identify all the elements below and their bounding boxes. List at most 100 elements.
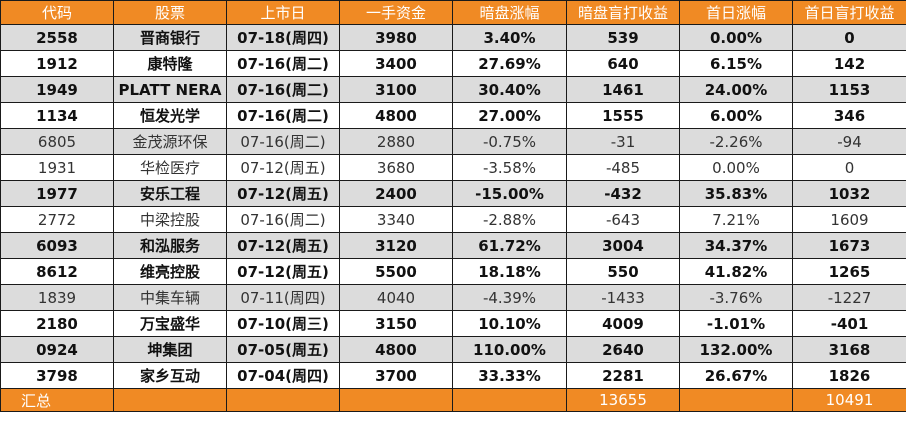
cell-grey-change: -2.88% [452,206,567,233]
cell-day1-profit: 0 [792,154,906,181]
cell-grey-profit: 2640 [566,336,680,363]
cell-grey-profit: 1555 [566,102,680,129]
cell-day1-profit: -401 [792,310,906,337]
cell-grey-change: -3.58% [452,154,567,181]
cell-listing-date: 07-05(周五) [226,336,340,363]
cell-grey-change: 27.69% [452,50,567,77]
table-body: 2558 晋商银行 07-18(周四) 3980 3.40% 539 0.00% 0 1912 康… [0,24,906,389]
cell-stock-name: 金茂源环保 [113,128,227,155]
total-grey-profit: 13655 [566,388,680,412]
cell-day1-change: 0.00% [679,24,793,51]
cell-grey-profit: 640 [566,50,680,77]
cell-stock-name: 维亮控股 [113,258,227,285]
cell-grey-change: 3.40% [452,24,567,51]
cell-grey-change: -0.75% [452,128,567,155]
cell-grey-change: 10.10% [452,310,567,337]
cell-day1-change: -1.01% [679,310,793,337]
cell-grey-profit: 2281 [566,362,680,389]
table-header: 代码 股票 上市日 一手资金 暗盘涨幅 暗盘盲打收益 首日涨幅 首日盲打收益 [0,0,906,25]
cell-grey-profit: 550 [566,258,680,285]
header-stock: 股票 [113,0,227,25]
total-row: 汇总 13655 10491 [0,388,906,412]
cell-code: 1949 [0,76,114,103]
cell-stock-name: 中集车辆 [113,284,227,311]
cell-lot-cash: 5500 [339,258,453,285]
cell-listing-date: 07-16(周二) [226,50,340,77]
header-day1-profit: 首日盲打收益 [792,0,906,25]
cell-listing-date: 07-04(周四) [226,362,340,389]
cell-code: 1912 [0,50,114,77]
table-row: 1912 康特隆 07-16(周二) 3400 27.69% 640 6.15% 142 [0,50,906,77]
cell-day1-profit: 1265 [792,258,906,285]
cell-lot-cash: 4040 [339,284,453,311]
cell-lot-cash: 3120 [339,232,453,259]
cell-code: 8612 [0,258,114,285]
cell-grey-profit: -1433 [566,284,680,311]
table-row: 8612 维亮控股 07-12(周五) 5500 18.18% 550 41.82% 1265 [0,258,906,285]
cell-code: 2772 [0,206,114,233]
cell-listing-date: 07-12(周五) [226,180,340,207]
cell-day1-change: 6.15% [679,50,793,77]
cell-code: 2558 [0,24,114,51]
cell-day1-profit: -1227 [792,284,906,311]
cell-lot-cash: 3680 [339,154,453,181]
cell-day1-change: 0.00% [679,154,793,181]
cell-day1-change: 26.67% [679,362,793,389]
cell-stock-name: 万宝盛华 [113,310,227,337]
cell-grey-change: -4.39% [452,284,567,311]
cell-day1-profit: 0 [792,24,906,51]
cell-code: 3798 [0,362,114,389]
table-row: 1931 华检医疗 07-12(周五) 3680 -3.58% -485 0.00% 0 [0,154,906,181]
cell-grey-change: 33.33% [452,362,567,389]
cell-day1-profit: 142 [792,50,906,77]
header-listing-date: 上市日 [226,0,340,25]
cell-grey-change: 27.00% [452,102,567,129]
cell-code: 1931 [0,154,114,181]
table-row: 2180 万宝盛华 07-10(周三) 3150 10.10% 4009 -1.01% -40… [0,310,906,337]
cell-lot-cash: 4800 [339,102,453,129]
cell-grey-profit: 4009 [566,310,680,337]
cell-listing-date: 07-16(周二) [226,128,340,155]
cell-grey-profit: 1461 [566,76,680,103]
header-grey-profit: 暗盘盲打收益 [566,0,680,25]
cell-lot-cash: 4800 [339,336,453,363]
cell-grey-profit: -643 [566,206,680,233]
table-row: 0924 坤集团 07-05(周五) 4800 110.00% 2640 132.00% 31… [0,336,906,363]
cell-stock-name: 和泓服务 [113,232,227,259]
table-footer: 汇总 13655 10491 [0,388,906,412]
cell-listing-date: 07-18(周四) [226,24,340,51]
cell-day1-change: -2.26% [679,128,793,155]
cell-lot-cash: 2400 [339,180,453,207]
cell-day1-profit: 1826 [792,362,906,389]
cell-lot-cash: 3980 [339,24,453,51]
cell-listing-date: 07-12(周五) [226,232,340,259]
cell-grey-profit: -31 [566,128,680,155]
header-lot-cash: 一手资金 [339,0,453,25]
table-row: 1839 中集车辆 07-11(周四) 4040 -4.39% -1433 -3.76% -1… [0,284,906,311]
total-empty-cell [679,388,793,412]
cell-stock-name: 华检医疗 [113,154,227,181]
cell-listing-date: 07-16(周二) [226,76,340,103]
cell-lot-cash: 3150 [339,310,453,337]
table-row: 1977 安乐工程 07-12(周五) 2400 -15.00% -432 35.83% 10… [0,180,906,207]
cell-stock-name: 坤集团 [113,336,227,363]
cell-day1-profit: 1153 [792,76,906,103]
cell-grey-change: 30.40% [452,76,567,103]
cell-grey-profit: -432 [566,180,680,207]
header-code: 代码 [0,0,114,25]
cell-grey-change: 61.72% [452,232,567,259]
table-row: 6093 和泓服务 07-12(周五) 3120 61.72% 3004 34.37% 167… [0,232,906,259]
cell-code: 1134 [0,102,114,129]
total-label: 汇总 [0,388,114,412]
cell-day1-change: 41.82% [679,258,793,285]
cell-grey-change: 110.00% [452,336,567,363]
cell-code: 2180 [0,310,114,337]
cell-grey-change: 18.18% [452,258,567,285]
cell-day1-change: 34.37% [679,232,793,259]
total-empty-cell [452,388,567,412]
cell-day1-profit: 1609 [792,206,906,233]
cell-day1-profit: 3168 [792,336,906,363]
cell-code: 6093 [0,232,114,259]
cell-day1-profit: -94 [792,128,906,155]
cell-listing-date: 07-16(周二) [226,102,340,129]
